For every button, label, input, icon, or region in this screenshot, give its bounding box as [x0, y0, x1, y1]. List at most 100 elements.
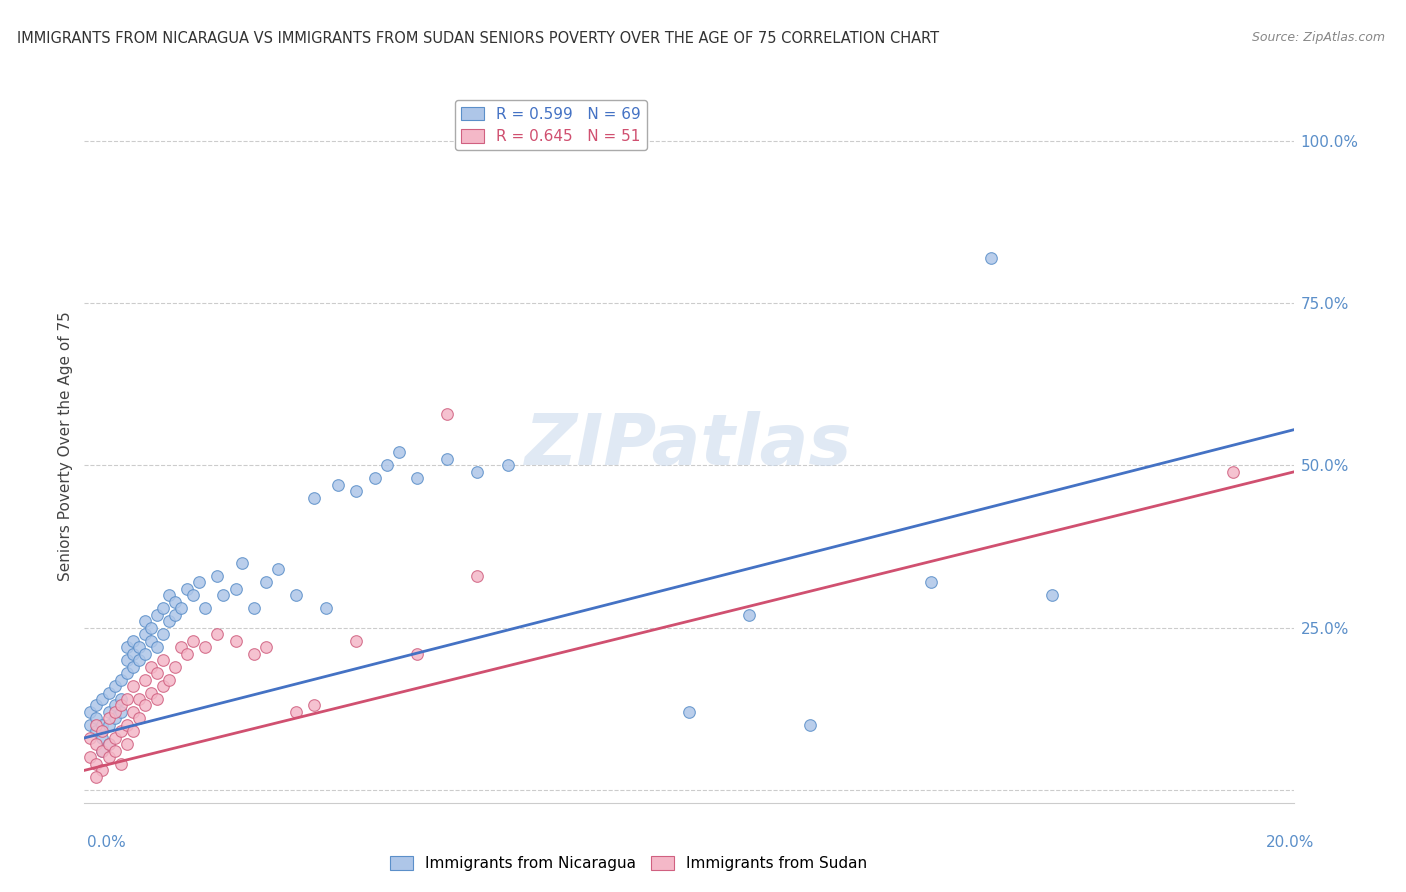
Point [97, 705, 120, 719]
Point [110, 724, 132, 739]
Point [285, 705, 308, 719]
Point [152, 601, 174, 615]
Point [170, 640, 193, 654]
Point [115, 738, 138, 752]
Point [254, 575, 277, 590]
Point [188, 575, 211, 590]
Point [496, 458, 519, 473]
Point [225, 633, 247, 648]
Point [165, 607, 187, 622]
Point [157, 673, 180, 687]
Point [128, 711, 150, 725]
Point [110, 698, 132, 713]
Point [128, 640, 150, 654]
Point [139, 621, 162, 635]
Point [436, 452, 458, 467]
Point [86, 756, 108, 771]
Point [146, 666, 169, 681]
Point [406, 647, 429, 661]
Point [375, 458, 398, 473]
Point [110, 756, 132, 771]
Point [194, 640, 217, 654]
Point [315, 601, 337, 615]
Point [1222, 465, 1244, 479]
Point [86, 711, 108, 725]
Point [920, 575, 942, 590]
Text: 20.0%: 20.0% [1267, 836, 1315, 850]
Point [134, 698, 156, 713]
Point [79, 705, 101, 719]
Point [146, 692, 169, 706]
Text: ZIPatlas: ZIPatlas [526, 411, 852, 481]
Point [388, 445, 411, 459]
Point [104, 731, 127, 745]
Text: Source: ZipAtlas.com: Source: ZipAtlas.com [1251, 31, 1385, 45]
Point [678, 705, 700, 719]
Point [157, 588, 180, 602]
Legend: R = 0.599   N = 69, R = 0.645   N = 51: R = 0.599 N = 69, R = 0.645 N = 51 [454, 101, 647, 151]
Point [104, 679, 127, 693]
Point [134, 627, 156, 641]
Point [79, 718, 101, 732]
Point [165, 595, 187, 609]
Point [97, 685, 120, 699]
Point [104, 705, 127, 719]
Point [86, 718, 108, 732]
Point [139, 633, 162, 648]
Point [134, 647, 156, 661]
Point [104, 711, 127, 725]
Point [212, 588, 235, 602]
Point [980, 251, 1002, 265]
Point [97, 718, 120, 732]
Point [157, 614, 180, 628]
Point [91, 718, 114, 732]
Point [194, 601, 217, 615]
Point [139, 685, 162, 699]
Point [738, 607, 761, 622]
Point [134, 673, 156, 687]
Point [128, 692, 150, 706]
Point [1040, 588, 1063, 602]
Point [104, 744, 127, 758]
Point [152, 627, 174, 641]
Point [86, 698, 108, 713]
Point [146, 640, 169, 654]
Text: 0.0%: 0.0% [87, 836, 127, 850]
Point [91, 731, 114, 745]
Point [97, 738, 120, 752]
Y-axis label: Seniors Poverty Over the Age of 75: Seniors Poverty Over the Age of 75 [58, 311, 73, 581]
Point [799, 718, 821, 732]
Point [165, 659, 187, 673]
Point [467, 568, 489, 582]
Point [115, 692, 138, 706]
Text: IMMIGRANTS FROM NICARAGUA VS IMMIGRANTS FROM SUDAN SENIORS POVERTY OVER THE AGE : IMMIGRANTS FROM NICARAGUA VS IMMIGRANTS … [17, 31, 939, 46]
Point [134, 614, 156, 628]
Point [91, 764, 114, 778]
Point [254, 640, 277, 654]
Point [139, 659, 162, 673]
Point [128, 653, 150, 667]
Point [436, 407, 458, 421]
Point [302, 698, 325, 713]
Point [181, 588, 204, 602]
Point [97, 750, 120, 764]
Point [181, 633, 204, 648]
Point [242, 601, 264, 615]
Point [91, 724, 114, 739]
Point [86, 770, 108, 784]
Point [97, 738, 120, 752]
Point [302, 491, 325, 505]
Point [121, 724, 143, 739]
Point [121, 647, 143, 661]
Point [146, 607, 169, 622]
Point [176, 647, 198, 661]
Point [346, 633, 368, 648]
Point [121, 679, 143, 693]
Point [231, 556, 253, 570]
Point [115, 718, 138, 732]
Point [110, 692, 132, 706]
Point [79, 750, 101, 764]
Point [121, 633, 143, 648]
Point [285, 588, 308, 602]
Point [121, 659, 143, 673]
